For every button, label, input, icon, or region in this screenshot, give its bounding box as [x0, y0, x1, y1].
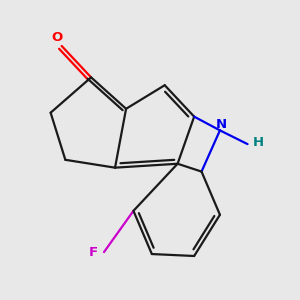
Text: N: N	[216, 118, 227, 131]
Text: O: O	[52, 31, 63, 44]
Text: F: F	[89, 246, 98, 260]
Text: H: H	[252, 136, 263, 148]
